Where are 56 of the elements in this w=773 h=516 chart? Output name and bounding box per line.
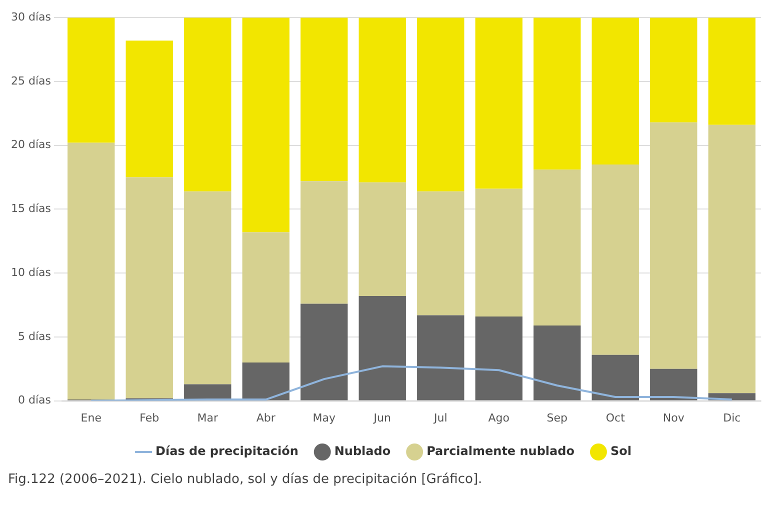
y-tick-label: 15 días bbox=[10, 202, 52, 216]
bar bbox=[592, 354, 639, 400]
legend-label: Días de precipitación bbox=[156, 444, 298, 458]
bar bbox=[475, 188, 522, 316]
bar bbox=[300, 181, 348, 304]
bar bbox=[242, 18, 290, 232]
bar bbox=[650, 18, 698, 122]
x-tick-label: Dic bbox=[723, 411, 741, 424]
bar bbox=[242, 362, 290, 400]
x-tick-label: Oct bbox=[606, 411, 626, 424]
caption: Fig.122 (2006–2021). Cielo nublado, sol y días de precipitación [Gráfico]. bbox=[8, 472, 484, 487]
bar bbox=[358, 296, 406, 400]
bar bbox=[300, 18, 348, 182]
bar bbox=[300, 304, 348, 400]
bar bbox=[68, 18, 115, 143]
bar bbox=[650, 122, 698, 369]
legend-label: Parcialmente nublado bbox=[426, 444, 574, 458]
bar bbox=[184, 18, 232, 192]
bar bbox=[475, 18, 522, 189]
bar bbox=[358, 182, 406, 296]
bar bbox=[650, 368, 698, 400]
x-tick-label: Sep bbox=[546, 411, 568, 424]
bar bbox=[592, 18, 639, 164]
y-tick-label: 0 días bbox=[18, 394, 52, 407]
x-tick-label: Abr bbox=[256, 411, 276, 424]
x-tick-label: Ene bbox=[80, 411, 102, 424]
bar bbox=[68, 142, 115, 400]
bar bbox=[534, 170, 581, 326]
legend-label: Nublado bbox=[334, 444, 391, 458]
bar bbox=[592, 164, 639, 355]
bar bbox=[417, 315, 464, 400]
bar bbox=[417, 18, 464, 192]
bar bbox=[126, 177, 173, 398]
bar bbox=[242, 232, 290, 362]
legend-label: Sol bbox=[610, 444, 632, 458]
x-tick-label: Jul bbox=[432, 411, 448, 424]
y-tick-label: 30 días bbox=[10, 10, 52, 24]
y-tick-label: 10 días bbox=[10, 266, 52, 279]
x-tick-label: Jun bbox=[372, 411, 391, 424]
bar bbox=[708, 124, 756, 394]
x-tick-label: Ago bbox=[488, 411, 510, 424]
x-tick-label: Feb bbox=[140, 411, 160, 424]
x-tick-label: Mar bbox=[197, 411, 218, 424]
bar bbox=[534, 18, 581, 170]
bar bbox=[534, 325, 581, 400]
y-tick-label: 25 días bbox=[10, 74, 52, 88]
x-tick-label: Nov bbox=[662, 411, 685, 424]
bar bbox=[475, 316, 522, 400]
bar bbox=[184, 191, 232, 384]
bar bbox=[708, 18, 756, 125]
bar bbox=[126, 40, 173, 178]
bar bbox=[417, 191, 464, 316]
y-tick-label: 20 días bbox=[10, 138, 52, 152]
x-tick-label: May bbox=[312, 411, 336, 424]
y-tick-label: 5 días bbox=[18, 330, 52, 343]
bar bbox=[358, 18, 406, 182]
